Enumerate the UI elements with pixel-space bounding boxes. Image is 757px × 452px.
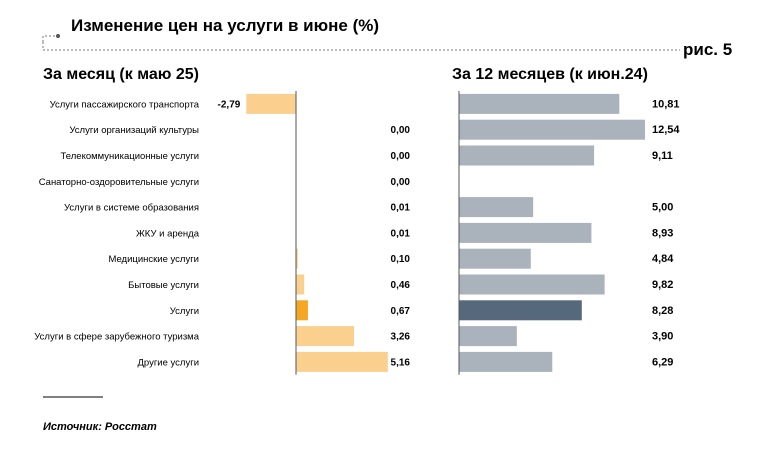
year-bar [459, 93, 620, 114]
year-bar [459, 119, 645, 140]
category-label: Услуги в системе образования [64, 203, 199, 214]
month-bar [246, 93, 296, 114]
month-value-label: 0,00 [391, 177, 411, 188]
month-value-label: 0,00 [391, 125, 411, 136]
frame-dot [56, 34, 60, 38]
year-bar [459, 222, 592, 243]
year-value-label: 6,29 [652, 356, 673, 368]
month-value-label: 0,46 [391, 280, 411, 291]
month-value-label: 0,00 [391, 151, 411, 162]
month-value-label: 0,67 [391, 306, 411, 317]
category-label: Телекоммуникационные услуги [61, 151, 199, 162]
month-value-label: 0,10 [391, 254, 411, 265]
category-label: Услуги в сфере зарубежного туризма [34, 332, 199, 343]
year-bar [459, 145, 595, 166]
category-label: Бытовые услуги [128, 280, 199, 291]
year-bar [459, 248, 531, 269]
year-value-label: 9,11 [652, 150, 673, 162]
year-value-label: 9,82 [652, 279, 673, 291]
month-value-label: -2,79 [218, 99, 241, 110]
month-value-label: 0,01 [391, 228, 411, 239]
month-bar [296, 326, 355, 347]
year-bar [459, 274, 605, 295]
category-label: Услуги [170, 306, 199, 317]
dotted-frame-line [42, 42, 680, 51]
month-chart-title: За месяц (к маю 25) [43, 66, 199, 83]
category-label: Другие услуги [137, 357, 199, 368]
year-value-label: 10,81 [652, 98, 680, 110]
year-value-label: 3,90 [652, 331, 673, 343]
month-bar [296, 300, 308, 321]
month-value-label: 0,01 [391, 203, 411, 214]
year-bar [459, 300, 582, 321]
category-label: Медицинские услуги [108, 254, 199, 265]
month-bar [296, 248, 298, 269]
year-chart-title: За 12 месяцев (к июн.24) [452, 66, 648, 83]
year-value-label: 8,93 [652, 227, 673, 239]
month-value-label: 5,16 [391, 357, 411, 368]
year-value-label: 8,28 [652, 305, 673, 317]
figure-label: рис. 5 [683, 40, 733, 59]
month-value-label: 3,26 [391, 332, 411, 343]
month-bar [296, 351, 388, 372]
dotted-frame-corner [42, 35, 55, 42]
year-value-label: 5,00 [652, 202, 673, 214]
year-value-label: 4,84 [652, 253, 674, 265]
year-bar [459, 197, 534, 218]
source-note: Источник: Росстат [43, 421, 157, 433]
category-label: Услуги организаций культуры [69, 125, 199, 136]
category-label: Услуги пассажирского транспорта [50, 99, 200, 110]
category-label: ЖКУ и аренда [136, 228, 200, 239]
figure-title: Изменение цен на услуги в июне (%) [71, 16, 380, 35]
year-bar [459, 326, 517, 347]
year-value-label: 12,54 [652, 124, 680, 136]
year-bar [459, 351, 553, 372]
month-bar [296, 274, 305, 295]
category-label: Санаторно-оздоровительные услуги [39, 177, 199, 188]
